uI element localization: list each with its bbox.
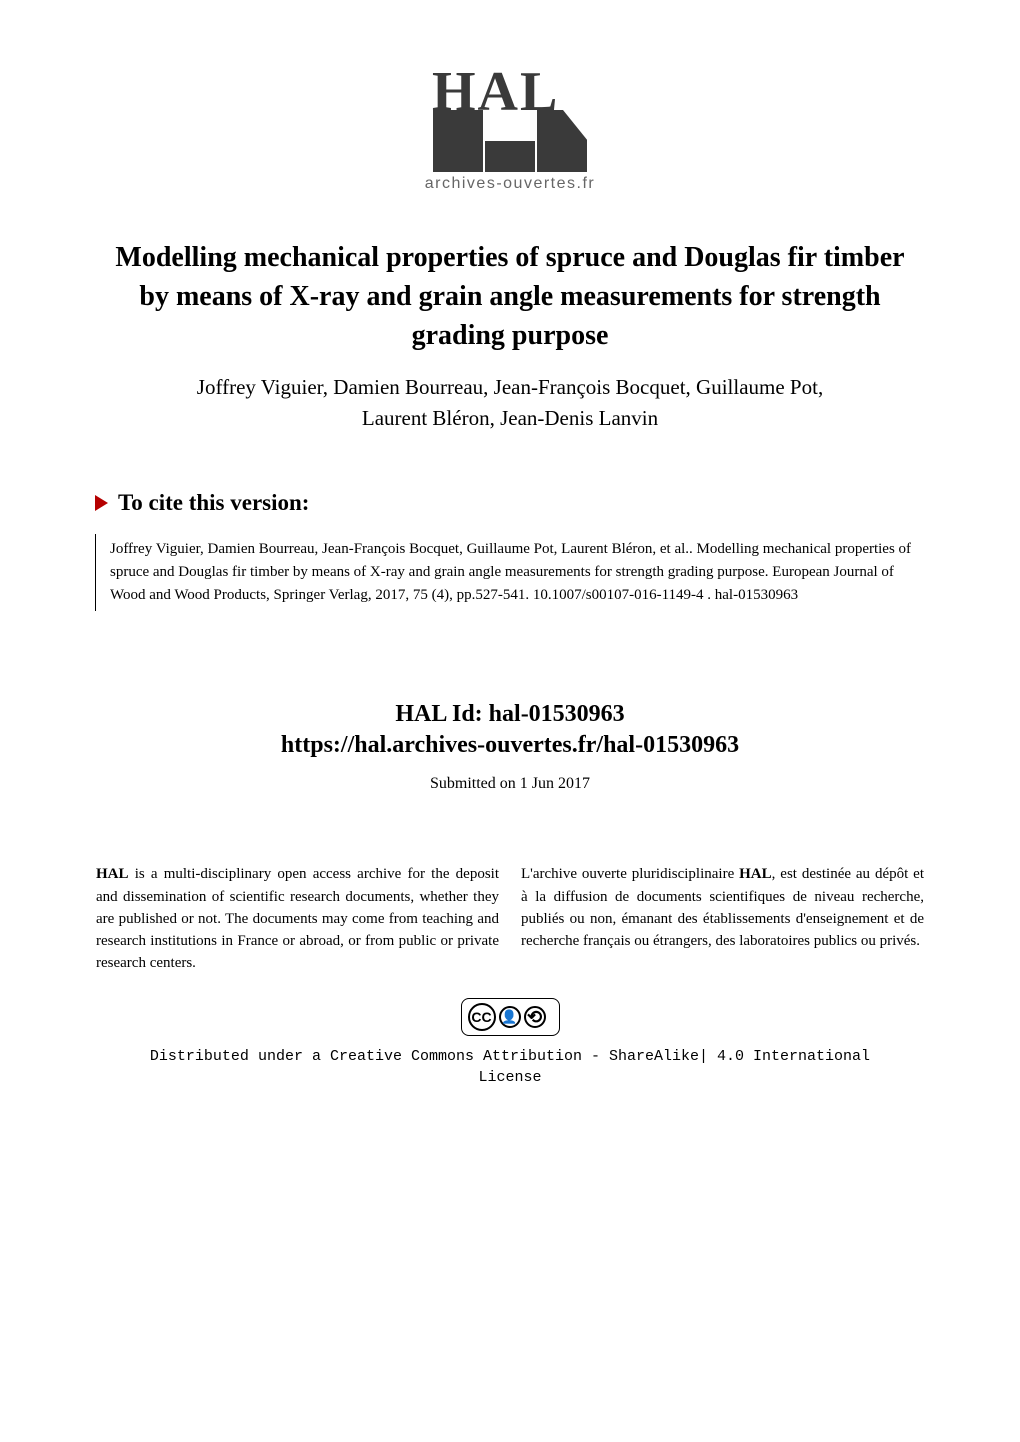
cite-section: To cite this version: Joffrey Viguier, D… (0, 490, 1020, 612)
paper-header: Modelling mechanical properties of spruc… (0, 238, 1020, 435)
logo-subtext: archives-ouvertes.fr (425, 175, 596, 193)
submitted-date: Submitted on 1 Jun 2017 (0, 775, 1020, 793)
triangle-icon (95, 495, 108, 511)
left-bold-hal: HAL (96, 866, 129, 882)
citation-text: Joffrey Viguier, Damien Bourreau, Jean-F… (95, 534, 925, 612)
by-icon: 👤 (499, 1006, 521, 1028)
hal-url-link[interactable]: https://hal.archives-ouvertes.fr/hal-015… (281, 732, 739, 758)
cite-heading: To cite this version: (95, 490, 925, 516)
authors-line-1: Joffrey Viguier, Damien Bourreau, Jean-F… (197, 375, 823, 399)
hal-logo-section: HAL archives-ouvertes.fr (0, 0, 1020, 223)
paper-authors: Joffrey Viguier, Damien Bourreau, Jean-F… (80, 372, 940, 435)
description-columns: HAL is a multi-disciplinary open access … (0, 863, 1020, 974)
sa-icon: ⟲ (524, 1006, 546, 1028)
hal-url[interactable]: https://hal.archives-ouvertes.fr/hal-015… (0, 732, 1020, 759)
right-column: L'archive ouverte pluridisciplinaire HAL… (521, 863, 924, 974)
logo-boxes: HAL (432, 60, 588, 172)
logo-bar-1 (433, 110, 483, 172)
left-column-text: is a multi-disciplinary open access arch… (96, 866, 499, 971)
left-column: HAL is a multi-disciplinary open access … (96, 863, 499, 974)
paper-title: Modelling mechanical properties of spruc… (80, 238, 940, 356)
logo-bar-2 (485, 141, 535, 172)
cite-heading-text: To cite this version: (118, 490, 309, 516)
license-text: Distributed under a Creative Commons Att… (150, 1046, 870, 1088)
logo-bar-3 (537, 110, 587, 172)
right-bold-hal: HAL (739, 866, 772, 882)
license-section: CC 👤 ⟲ Distributed under a Creative Comm… (0, 998, 1020, 1088)
hal-id-label: HAL Id: hal-01530963 (0, 701, 1020, 728)
license-suffix: License (478, 1069, 541, 1086)
right-column-part1: L'archive ouverte pluridisciplinaire (521, 866, 739, 882)
cc-icon: CC (468, 1003, 496, 1031)
license-prefix: Distributed under a Creative Commons (150, 1048, 483, 1065)
cc-badge[interactable]: CC 👤 ⟲ (461, 998, 560, 1036)
hal-logo: HAL archives-ouvertes.fr (425, 60, 596, 193)
license-link[interactable]: Attribution - ShareAlike| 4.0 Internatio… (483, 1048, 870, 1065)
hal-id-section: HAL Id: hal-01530963 https://hal.archive… (0, 701, 1020, 793)
authors-line-2: Laurent Bléron, Jean-Denis Lanvin (362, 406, 658, 430)
